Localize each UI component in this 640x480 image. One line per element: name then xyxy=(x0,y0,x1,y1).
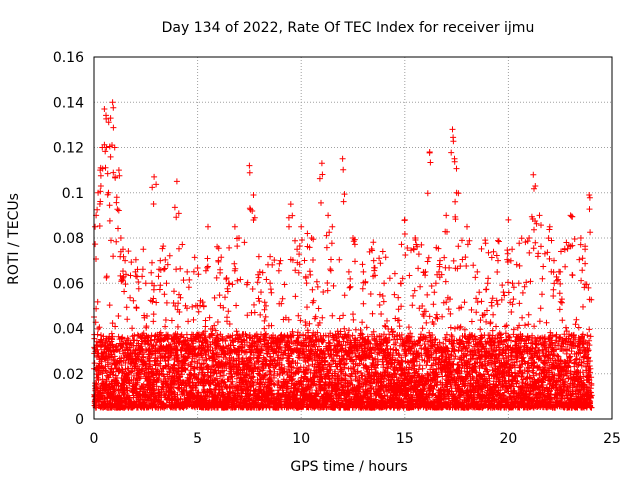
axis-ticks: 0 5 10 15 20 25 0 0.02 0.04 0.06 0.08 0.1 0.12 0.14 0.… xyxy=(53,50,621,447)
x-axis-label: GPS time / hours xyxy=(290,459,407,475)
y-tick-label: 0 xyxy=(75,412,84,428)
plot-frame xyxy=(93,56,613,420)
x-tick-label: 20 xyxy=(499,431,517,447)
x-tick-label: 10 xyxy=(292,431,310,447)
x-tick-label: 25 xyxy=(603,431,621,447)
y-tick-label: 0.06 xyxy=(53,276,84,292)
chart-title: Day 134 of 2022, Rate Of TEC Index for r… xyxy=(162,20,535,36)
y-tick-label: 0.14 xyxy=(53,95,84,111)
y-tick-label: 0.08 xyxy=(53,231,84,247)
y-tick-label: 0.1 xyxy=(62,186,84,202)
x-tick-label: 0 xyxy=(90,431,99,447)
x-tick-label: 5 xyxy=(193,431,202,447)
x-tick-label: 15 xyxy=(396,431,414,447)
y-axis-label: ROTI / TECUs xyxy=(6,193,22,285)
y-tick-label: 0.16 xyxy=(53,50,84,66)
y-tick-label: 0.12 xyxy=(53,141,84,157)
y-tick-label: 0.04 xyxy=(53,322,84,338)
y-tick-label: 0.02 xyxy=(53,367,84,383)
